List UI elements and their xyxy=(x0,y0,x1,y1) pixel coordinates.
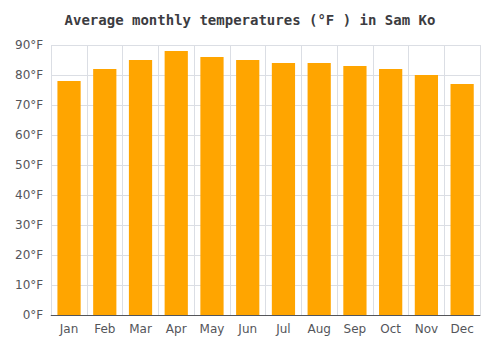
svg-text:Nov: Nov xyxy=(415,322,438,336)
svg-text:Aug: Aug xyxy=(307,322,330,336)
svg-text:Jul: Jul xyxy=(275,322,290,336)
svg-text:Jan: Jan xyxy=(59,322,79,336)
svg-text:30°F: 30°F xyxy=(15,218,43,232)
svg-text:Sep: Sep xyxy=(344,322,367,336)
svg-text:May: May xyxy=(200,322,225,336)
svg-text:Dec: Dec xyxy=(451,322,474,336)
svg-text:40°F: 40°F xyxy=(15,188,43,202)
svg-text:70°F: 70°F xyxy=(15,98,43,112)
svg-text:Mar: Mar xyxy=(129,322,152,336)
svg-text:Feb: Feb xyxy=(94,322,115,336)
svg-text:0°F: 0°F xyxy=(23,308,44,322)
svg-text:Jun: Jun xyxy=(237,322,257,336)
svg-text:Average monthly temperatures (: Average monthly temperatures (°F ) in Sa… xyxy=(65,12,436,28)
svg-text:50°F: 50°F xyxy=(15,158,43,172)
svg-text:Apr: Apr xyxy=(166,322,187,336)
svg-text:60°F: 60°F xyxy=(15,128,43,142)
svg-text:20°F: 20°F xyxy=(15,248,43,262)
svg-text:Oct: Oct xyxy=(380,322,401,336)
svg-text:10°F: 10°F xyxy=(15,278,43,292)
svg-text:80°F: 80°F xyxy=(15,68,43,82)
svg-text:90°F: 90°F xyxy=(15,38,43,52)
